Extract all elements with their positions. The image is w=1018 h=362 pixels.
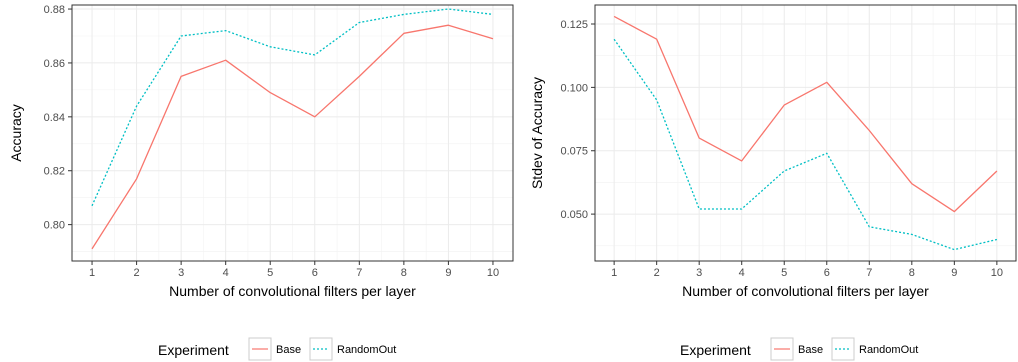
- x-tick-label: 7: [356, 267, 362, 279]
- y-tick-label: 0.82: [44, 166, 65, 178]
- y-axis-title: Accuracy: [8, 104, 24, 162]
- legend-label-base: Base: [276, 344, 301, 356]
- y-tick-label: 0.88: [44, 4, 65, 16]
- x-tick-label: 2: [134, 267, 140, 279]
- y-tick-label: 0.100: [560, 82, 588, 94]
- y-tick-label: 0.050: [560, 209, 588, 221]
- series-line-base: [91, 24, 494, 250]
- series-line-randomout: [613, 38, 998, 251]
- accuracy-panel: 1 2 3 4 5 6 7 8 9 10 0.80 0.82 0.84 0.86 0.88 Number of…: [8, 4, 514, 299]
- plot-border: [71, 4, 514, 262]
- legend-item-randomout: RandomOut: [309, 337, 396, 361]
- y-tick-label: 0.86: [44, 58, 65, 70]
- legend: Experiment Base RandomOut: [680, 337, 918, 361]
- y-tick-label: 0.84: [44, 112, 65, 124]
- x-tick-label: 2: [654, 267, 660, 279]
- x-tick-label: 5: [781, 267, 787, 279]
- y-axis-title: Stdev of Accuracy: [529, 77, 545, 189]
- series-line-randomout: [91, 8, 494, 207]
- legend: Experiment Base RandomOut: [158, 337, 396, 361]
- y-tick-label: 0.80: [44, 220, 65, 232]
- x-tick-label: 1: [611, 267, 617, 279]
- x-tick-label: 8: [909, 267, 915, 279]
- x-tick-label: 3: [178, 267, 184, 279]
- x-tick-label: 5: [267, 267, 273, 279]
- series-line-base: [613, 15, 998, 213]
- x-tick-label: 4: [223, 267, 229, 279]
- x-tick-label: 10: [991, 267, 1003, 279]
- legend-label-randomout: RandomOut: [337, 344, 396, 356]
- x-tick-label: 10: [487, 267, 499, 279]
- x-tick-label: 6: [312, 267, 318, 279]
- plot-border: [594, 4, 1017, 262]
- x-tick-label: 6: [824, 267, 830, 279]
- x-tick-label: 4: [739, 267, 745, 279]
- stdev-panel: 1 2 3 4 5 6 7 8 9 10 0.050 0.075 0.100 0.125 Number of…: [529, 4, 1017, 299]
- x-tick-label: 1: [89, 267, 95, 279]
- legend-label-randomout: RandomOut: [859, 344, 918, 356]
- x-tick-label: 8: [401, 267, 407, 279]
- y-tick-label: 0.125: [560, 19, 588, 31]
- x-axis-title: Number of convolutional filters per laye…: [169, 283, 416, 299]
- legend-title: Experiment: [158, 342, 229, 358]
- x-tick-label: 7: [866, 267, 872, 279]
- gridlines: [595, 5, 1016, 261]
- x-tick-label: 9: [445, 267, 451, 279]
- y-tick-label: 0.075: [560, 146, 588, 158]
- x-tick-label: 9: [951, 267, 957, 279]
- legend-item-randomout: RandomOut: [831, 337, 918, 361]
- gridlines: [72, 5, 513, 261]
- x-tick-label: 3: [696, 267, 702, 279]
- x-axis-title: Number of convolutional filters per laye…: [682, 283, 929, 299]
- legend-label-base: Base: [798, 344, 823, 356]
- legend-title: Experiment: [680, 342, 751, 358]
- legend-item-base: Base: [248, 337, 301, 361]
- legend-item-base: Base: [770, 337, 823, 361]
